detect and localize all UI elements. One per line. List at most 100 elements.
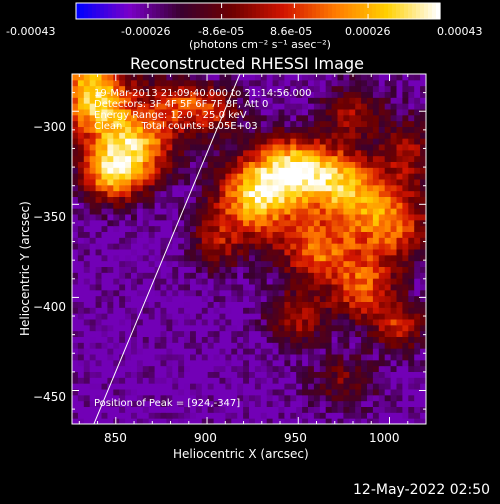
heatmap-cell: [95, 114, 102, 122]
heatmap-cell: [213, 254, 220, 262]
heatmap-cell: [420, 161, 426, 168]
heatmap-cell: [107, 161, 114, 168]
heatmap-cell: [119, 132, 126, 139]
heatmap-cell: [266, 406, 274, 413]
heatmap-cell: [355, 196, 362, 203]
heatmap-cell: [313, 91, 321, 98]
heatmap-cell: [390, 231, 397, 238]
heatmap-cell: [219, 313, 226, 320]
heatmap-cell: [178, 97, 185, 104]
heatmap-cell: [372, 330, 380, 337]
heatmap-cell: [154, 301, 161, 308]
heatmap-cell: [349, 231, 356, 238]
heatmap-cell: [343, 359, 350, 367]
heatmap-cell: [154, 196, 161, 203]
heatmap-cell: [172, 120, 179, 127]
heatmap-cell: [160, 214, 167, 221]
heatmap-cell: [337, 383, 344, 390]
heatmap-cell: [372, 74, 380, 81]
heatmap-cell: [172, 97, 179, 104]
heatmap-cell: [77, 383, 85, 390]
heatmap-cell: [154, 167, 161, 174]
heatmap-cell: [72, 149, 79, 157]
heatmap-cell: [361, 149, 368, 157]
heatmap-cell: [125, 179, 132, 186]
heatmap-cell: [119, 278, 126, 285]
heatmap-cell: [101, 295, 108, 302]
heatmap-cell: [107, 319, 114, 326]
heatmap-cell: [313, 295, 321, 302]
heatmap-cell: [101, 348, 108, 355]
heatmap-cell: [355, 377, 362, 384]
heatmap-cell: [154, 336, 161, 343]
heatmap-cell: [190, 254, 197, 262]
heatmap-cell: [396, 179, 403, 186]
heatmap-cell: [372, 109, 380, 116]
heatmap-cell: [160, 319, 167, 326]
heatmap-cell: [390, 289, 397, 297]
heatmap-cell: [337, 144, 344, 151]
heatmap-cell: [266, 196, 274, 203]
heatmap-cell: [302, 231, 309, 238]
heatmap-cell: [95, 126, 102, 133]
heatmap-cell: [284, 254, 291, 262]
heatmap-cell: [319, 418, 327, 424]
heatmap-cell: [207, 144, 215, 151]
heatmap-cell: [266, 103, 274, 110]
heatmap-cell: [201, 214, 209, 221]
heatmap-cell: [414, 336, 421, 343]
heatmap-cell: [148, 359, 156, 367]
heatmap-cell: [160, 272, 167, 279]
heatmap-cell: [178, 348, 185, 355]
heatmap-cell: [72, 301, 79, 308]
heatmap-cell: [201, 336, 209, 343]
heatmap-cell: [136, 289, 144, 297]
heatmap-cell: [178, 365, 185, 372]
heatmap-cell: [372, 389, 380, 396]
heatmap-cell: [119, 214, 126, 221]
heatmap-cell: [142, 114, 150, 122]
heatmap-cell: [225, 412, 232, 419]
heatmap-cell: [101, 144, 108, 151]
heatmap-cell: [367, 144, 374, 151]
heatmap-cell: [195, 371, 203, 378]
heatmap-cell: [384, 313, 392, 320]
heatmap-cell: [166, 155, 173, 162]
heatmap-cell: [249, 126, 256, 133]
heatmap-cell: [231, 313, 238, 320]
heatmap-cell: [313, 324, 321, 332]
heatmap-cell: [225, 149, 232, 157]
heatmap-cell: [89, 272, 97, 279]
heatmap-cell: [313, 418, 321, 424]
heatmap-cell: [83, 249, 91, 256]
heatmap-cell: [172, 74, 179, 81]
heatmap-cell: [390, 237, 397, 244]
heatmap-cell: [237, 313, 244, 320]
heatmap-cell: [402, 155, 409, 162]
heatmap-cell: [89, 342, 97, 349]
heatmap-cell: [231, 377, 238, 384]
heatmap-cell: [278, 319, 285, 326]
heatmap-cell: [290, 79, 297, 87]
heatmap-cell: [119, 173, 126, 180]
heatmap-cell: [243, 266, 250, 273]
heatmap-cell: [166, 260, 173, 267]
heatmap-cell: [331, 260, 338, 267]
heatmap-cell: [414, 155, 421, 162]
heatmap-cell: [420, 155, 426, 162]
heatmap-cell: [302, 91, 309, 98]
colorbar-segment: [200, 3, 205, 19]
heatmap-cell: [213, 243, 220, 250]
heatmap-cell: [260, 120, 268, 127]
heatmap-cell: [190, 161, 197, 168]
heatmap-cell: [308, 394, 315, 402]
heatmap-cell: [166, 74, 173, 81]
heatmap-cell: [390, 138, 397, 145]
heatmap-cell: [136, 418, 144, 424]
heatmap-cell: [190, 103, 197, 110]
colorbar-segment: [332, 3, 337, 19]
heatmap-cell: [319, 208, 327, 215]
heatmap-cell: [178, 249, 185, 256]
heatmap-cell: [237, 301, 244, 308]
heatmap-cell: [136, 138, 144, 145]
